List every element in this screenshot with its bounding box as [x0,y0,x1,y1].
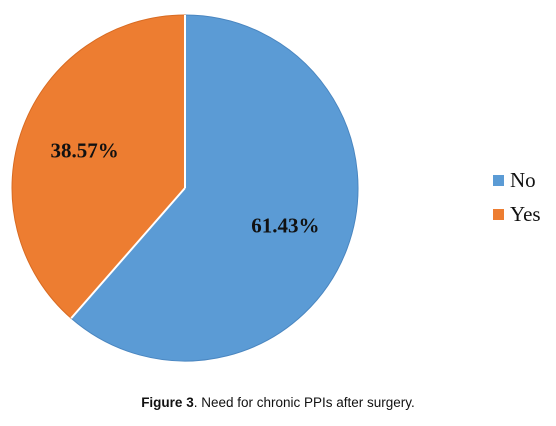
slice-separator [70,187,186,319]
legend-swatch-yes [493,208,504,220]
legend-item-no: No [493,163,541,197]
pie-chart: 61.43% 38.57% No Yes [11,14,541,362]
pie-slice-no [70,14,359,362]
figure-caption: Figure 3. Need for chronic PPIs after su… [0,395,556,410]
legend-label-no: No [510,167,536,192]
figure-caption-text: . Need for chronic PPIs after surgery. [193,395,415,410]
pie-slices [11,14,359,362]
figure-number: Figure 3 [141,395,194,410]
data-label-no: 61.43% [251,214,319,238]
legend-swatch-no [493,174,504,186]
pie-slice-yes [11,14,186,319]
pie-svg: 61.43% 38.57% [11,14,359,362]
legend: No Yes [493,163,541,231]
legend-label-yes: Yes [510,201,541,226]
data-label-yes: 38.57% [50,138,118,162]
legend-item-yes: Yes [493,197,541,231]
pie-data-labels: 61.43% 38.57% [50,138,319,237]
